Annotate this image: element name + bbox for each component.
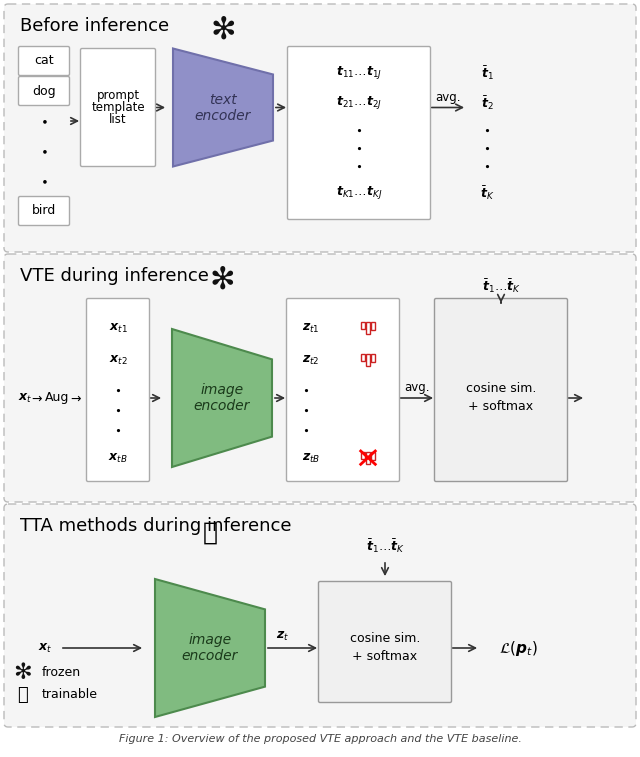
- Text: $\bullet$: $\bullet$: [115, 385, 122, 395]
- Text: $\bullet$: $\bullet$: [355, 161, 362, 171]
- Text: dog: dog: [32, 85, 56, 98]
- Text: $\bar{\boldsymbol{t}}_1\ldots\bar{\boldsymbol{t}}_K$: $\bar{\boldsymbol{t}}_1\ldots\bar{\bolds…: [365, 537, 404, 555]
- Text: ${\rightarrow}$: ${\rightarrow}$: [29, 391, 43, 404]
- FancyBboxPatch shape: [319, 581, 451, 702]
- Text: $\bullet$: $\bullet$: [40, 114, 48, 127]
- Text: $\boldsymbol{x}_{tB}$: $\boldsymbol{x}_{tB}$: [108, 451, 128, 465]
- Text: ${\rightarrow}$: ${\rightarrow}$: [68, 391, 82, 404]
- FancyBboxPatch shape: [86, 298, 150, 481]
- Text: $\boldsymbol{x}_t$: $\boldsymbol{x}_t$: [18, 391, 33, 404]
- Text: encoder: encoder: [194, 399, 250, 413]
- Text: list: list: [109, 113, 127, 126]
- Bar: [361, 322, 365, 329]
- Text: $\boldsymbol{z}_{t1}$: $\boldsymbol{z}_{t1}$: [302, 322, 319, 335]
- Text: $\bullet$: $\bullet$: [355, 125, 362, 135]
- Text: $\bullet$: $\bullet$: [483, 125, 490, 135]
- Text: $\mathcal{L}(\boldsymbol{p}_t)$: $\mathcal{L}(\boldsymbol{p}_t)$: [499, 638, 538, 658]
- Bar: [371, 322, 375, 330]
- Text: 🔥: 🔥: [17, 686, 28, 704]
- Text: $\bullet$: $\bullet$: [40, 145, 48, 157]
- FancyBboxPatch shape: [435, 298, 568, 481]
- Text: prompt: prompt: [97, 89, 140, 102]
- Text: avg.: avg.: [404, 381, 429, 394]
- FancyBboxPatch shape: [81, 48, 156, 167]
- FancyBboxPatch shape: [4, 504, 636, 727]
- Bar: [371, 452, 375, 460]
- Text: $\boldsymbol{z}_{tB}$: $\boldsymbol{z}_{tB}$: [302, 451, 321, 465]
- Text: $\bullet$: $\bullet$: [115, 425, 122, 435]
- Text: TTA methods during inference: TTA methods during inference: [20, 517, 291, 535]
- Text: Before inference: Before inference: [20, 17, 169, 35]
- Text: $\bullet$: $\bullet$: [302, 425, 309, 435]
- Text: encoder: encoder: [182, 649, 238, 663]
- Bar: [361, 354, 365, 360]
- Text: $\bar{\boldsymbol{t}}_2$: $\bar{\boldsymbol{t}}_2$: [481, 94, 493, 112]
- FancyBboxPatch shape: [287, 298, 399, 481]
- FancyBboxPatch shape: [19, 76, 70, 105]
- Text: $\boldsymbol{x}_{t2}$: $\boldsymbol{x}_{t2}$: [109, 354, 127, 366]
- Text: $\bar{\boldsymbol{t}}_K$: $\bar{\boldsymbol{t}}_K$: [480, 184, 494, 202]
- Text: trainable: trainable: [42, 689, 98, 702]
- Text: ✻: ✻: [211, 15, 236, 45]
- Text: $\bullet$: $\bullet$: [483, 161, 490, 171]
- Text: encoder: encoder: [195, 108, 251, 123]
- Text: VTE during inference: VTE during inference: [20, 267, 209, 285]
- Text: text: text: [209, 92, 237, 107]
- FancyBboxPatch shape: [19, 197, 70, 226]
- Text: cat: cat: [34, 55, 54, 67]
- Text: 🔥: 🔥: [202, 521, 218, 545]
- Text: $\bullet$: $\bullet$: [115, 405, 122, 415]
- Text: $\bullet$: $\bullet$: [302, 385, 309, 395]
- FancyBboxPatch shape: [287, 46, 431, 220]
- Bar: [366, 322, 370, 334]
- Bar: [366, 354, 370, 366]
- Text: $\boldsymbol{t}_{21}\ldots\boldsymbol{t}_{2J}$: $\boldsymbol{t}_{21}\ldots\boldsymbol{t}…: [336, 95, 382, 111]
- Text: image: image: [200, 383, 244, 397]
- Bar: [361, 452, 365, 459]
- FancyBboxPatch shape: [4, 4, 636, 252]
- Text: frozen: frozen: [42, 666, 81, 680]
- Text: $\bullet$: $\bullet$: [40, 175, 48, 188]
- Text: bird: bird: [32, 204, 56, 217]
- Polygon shape: [173, 48, 273, 167]
- FancyBboxPatch shape: [19, 46, 70, 76]
- Text: $\boldsymbol{x}_{t1}$: $\boldsymbol{x}_{t1}$: [109, 322, 127, 335]
- Text: $\bar{\boldsymbol{t}}_1\ldots\bar{\boldsymbol{t}}_K$: $\bar{\boldsymbol{t}}_1\ldots\bar{\bolds…: [481, 277, 520, 294]
- FancyBboxPatch shape: [4, 254, 636, 502]
- Text: template: template: [91, 101, 145, 114]
- Text: ✻: ✻: [209, 266, 235, 294]
- Text: avg.: avg.: [435, 91, 461, 104]
- Text: cosine sim.: cosine sim.: [466, 382, 536, 394]
- Text: $\bullet$: $\bullet$: [302, 405, 309, 415]
- Polygon shape: [155, 579, 265, 717]
- Text: $\bullet$: $\bullet$: [483, 143, 490, 153]
- Bar: [371, 354, 375, 363]
- Text: $\boldsymbol{t}_{K1}\ldots\boldsymbol{t}_{KJ}$: $\boldsymbol{t}_{K1}\ldots\boldsymbol{t}…: [336, 185, 382, 201]
- Text: Figure 1: Overview of the proposed VTE approach and the VTE baseline.: Figure 1: Overview of the proposed VTE a…: [118, 734, 522, 744]
- Text: Aug: Aug: [45, 391, 69, 404]
- Text: cosine sim.: cosine sim.: [350, 631, 420, 644]
- Text: $\bar{\boldsymbol{t}}_1$: $\bar{\boldsymbol{t}}_1$: [481, 64, 493, 82]
- Text: ✻: ✻: [13, 663, 31, 683]
- Bar: [366, 452, 370, 463]
- Text: $\bullet$: $\bullet$: [355, 143, 362, 153]
- Text: image: image: [188, 633, 232, 647]
- Text: + softmax: + softmax: [468, 400, 534, 413]
- Text: $\boldsymbol{z}_t$: $\boldsymbol{z}_t$: [276, 630, 290, 643]
- Polygon shape: [172, 329, 272, 467]
- Text: $\boldsymbol{z}_{t2}$: $\boldsymbol{z}_{t2}$: [302, 354, 319, 366]
- Text: + softmax: + softmax: [353, 650, 417, 662]
- Text: $\boldsymbol{x}_t$: $\boldsymbol{x}_t$: [38, 641, 52, 655]
- Text: $\boldsymbol{t}_{11}\ldots\boldsymbol{t}_{1J}$: $\boldsymbol{t}_{11}\ldots\boldsymbol{t}…: [336, 64, 382, 82]
